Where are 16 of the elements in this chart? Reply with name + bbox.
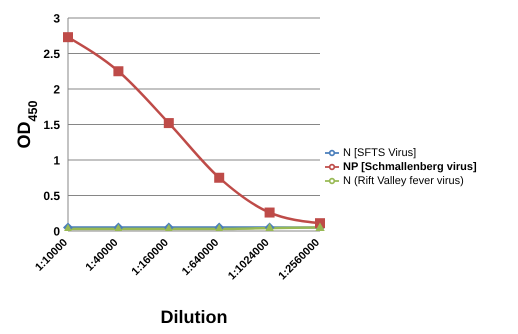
y-tick-label: 1.5 bbox=[43, 118, 60, 132]
point bbox=[164, 118, 174, 128]
legend-label: N (Rift Valley fever virus) bbox=[343, 174, 464, 187]
y-tick-label: 0.5 bbox=[43, 188, 60, 203]
y-tick-label: 1 bbox=[53, 153, 60, 168]
y-tick-label: 2.5 bbox=[43, 46, 60, 61]
point bbox=[113, 66, 124, 76]
point bbox=[63, 32, 73, 42]
point bbox=[214, 172, 224, 183]
y-tick-label: 0 bbox=[53, 224, 60, 238]
x-axis-title: Dilution bbox=[160, 307, 228, 327]
y-tick-label: 3 bbox=[53, 11, 60, 26]
y-tick-label: 2 bbox=[53, 82, 60, 96]
point bbox=[264, 208, 275, 218]
legend-label: NP [Schmallenberg virus] bbox=[343, 160, 477, 173]
legend-label: N [SFTS Virus] bbox=[343, 146, 416, 159]
